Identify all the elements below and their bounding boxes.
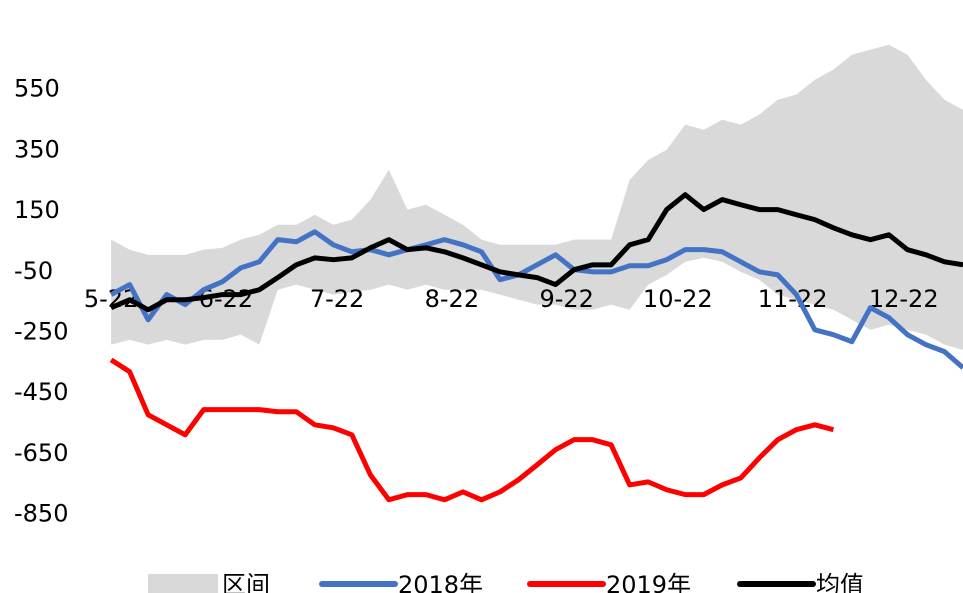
y-tick-label: -650 [14, 439, 68, 467]
legend-label: 均值 [816, 571, 864, 593]
x-tick-label: 12-22 [869, 285, 939, 313]
y-tick-label: -250 [14, 318, 68, 346]
legend-label: 2018年 [398, 571, 483, 593]
y-tick-label: -50 [14, 257, 53, 285]
legend-label: 2019年 [606, 571, 691, 593]
y-tick-label: -850 [14, 500, 68, 528]
y-tick-label: 550 [14, 75, 60, 103]
x-tick-label: 8-22 [425, 285, 479, 313]
x-tick-label: 10-22 [643, 285, 713, 313]
range-band [111, 44, 963, 350]
x-tick-label: 9-22 [539, 285, 593, 313]
y-tick-label: 350 [14, 135, 60, 163]
legend-label: 区间 [222, 571, 270, 593]
series-line [109, 229, 963, 370]
series-line [109, 357, 834, 503]
series-line [110, 192, 963, 313]
x-tick-label: 7-22 [310, 285, 364, 313]
legend-swatch [148, 574, 218, 593]
y-tick-label: -450 [14, 378, 68, 406]
y-tick-label: 150 [14, 196, 60, 224]
